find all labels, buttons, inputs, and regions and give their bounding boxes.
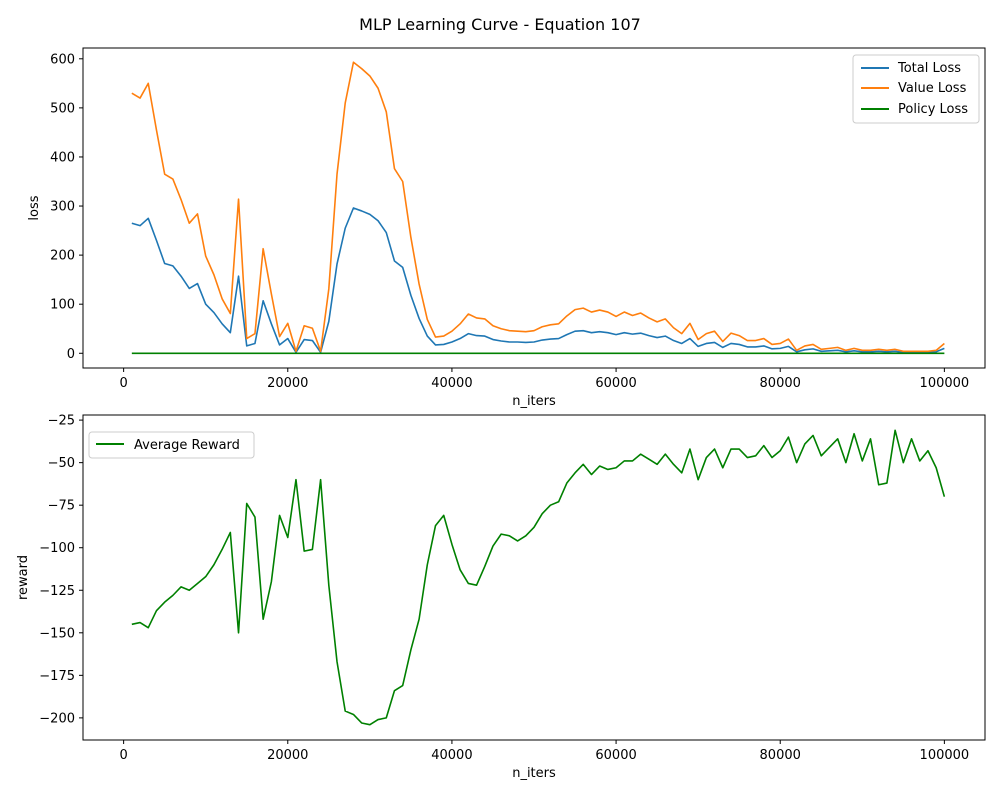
loss-y-ticks: 0 100 200 300 400 500 600: [50, 52, 83, 362]
loss-legend: Total Loss Value Loss Policy Loss: [852, 54, 980, 124]
y-tick-label: 0: [67, 347, 75, 362]
y-tick-label: 500: [50, 101, 75, 116]
loss-legend-box: [852, 54, 980, 124]
series-line-value-loss: [131, 61, 945, 353]
x-tick-label: 20000: [267, 748, 308, 763]
legend-label-average-reward: Average Reward: [134, 438, 240, 453]
reward-y-axis-label: reward: [16, 555, 31, 600]
legend-label-total-loss: Total Loss: [897, 61, 961, 76]
x-tick-label: 60000: [595, 376, 636, 391]
y-tick-label: −125: [39, 584, 75, 599]
reward-x-ticks: 0 20000 40000 60000 80000 100000: [119, 740, 969, 763]
legend-label-value-loss: Value Loss: [898, 81, 967, 96]
x-tick-label: 80000: [760, 748, 801, 763]
x-tick-label: 100000: [920, 748, 970, 763]
x-tick-label: 80000: [760, 376, 801, 391]
y-tick-label: 200: [50, 249, 75, 264]
y-tick-label: −100: [39, 541, 75, 556]
reward-plot-lines: [131, 429, 946, 726]
y-tick-label: 100: [50, 298, 75, 313]
y-tick-label: −175: [39, 669, 75, 684]
x-tick-label: 0: [119, 748, 127, 763]
reward-y-ticks: −200 −175 −150 −125 −100 −75 −50 −25: [39, 414, 83, 726]
x-tick-label: 40000: [431, 376, 472, 391]
loss-subplot: 0 20000 40000 60000 80000 100000 0 100 200 300 40…: [27, 47, 986, 409]
figure-title: MLP Learning Curve - Equation 107: [359, 15, 641, 34]
series-line-total-loss: [131, 207, 945, 354]
x-tick-label: 0: [119, 376, 127, 391]
y-tick-label: −50: [48, 456, 75, 471]
loss-y-axis-label: loss: [27, 195, 42, 220]
reward-legend-box: [88, 431, 255, 459]
reward-subplot: 0 20000 40000 60000 80000 100000 −200 −175 −150…: [16, 414, 986, 781]
y-tick-label: −75: [48, 499, 75, 514]
y-tick-label: 600: [50, 52, 75, 67]
y-tick-label: −200: [39, 711, 75, 726]
reward-x-axis-label: n_iters: [512, 766, 556, 781]
y-tick-label: −150: [39, 626, 75, 641]
y-tick-label: 400: [50, 150, 75, 165]
loss-x-ticks: 0 20000 40000 60000 80000 100000: [119, 368, 969, 391]
x-tick-label: 100000: [920, 376, 970, 391]
loss-x-axis-label: n_iters: [512, 394, 556, 409]
reward-legend: Average Reward: [88, 431, 255, 459]
loss-plot-lines: [131, 61, 945, 355]
y-tick-label: 300: [50, 200, 75, 215]
series-line-average-reward: [131, 429, 946, 726]
x-tick-label: 40000: [431, 748, 472, 763]
reward-axes-frame: [82, 414, 986, 741]
loss-axes-frame: [82, 47, 986, 369]
x-tick-label: 20000: [267, 376, 308, 391]
y-tick-label: −25: [48, 414, 75, 429]
legend-label-policy-loss: Policy Loss: [898, 102, 968, 117]
x-tick-label: 60000: [595, 748, 636, 763]
